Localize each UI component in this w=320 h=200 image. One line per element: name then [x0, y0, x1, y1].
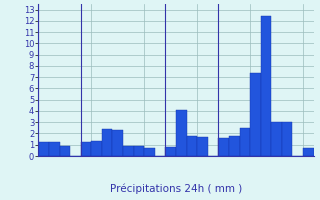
Bar	[239, 128, 250, 156]
Bar	[271, 122, 282, 156]
Bar	[144, 148, 155, 156]
Bar	[123, 146, 134, 156]
Bar	[229, 136, 239, 156]
Bar	[218, 138, 229, 156]
Bar	[282, 122, 292, 156]
Bar	[250, 73, 261, 156]
Bar	[197, 137, 208, 156]
Bar	[38, 142, 49, 156]
Bar	[60, 146, 70, 156]
Bar	[187, 136, 197, 156]
Bar	[49, 142, 60, 156]
Bar	[176, 110, 187, 156]
Bar	[261, 16, 271, 156]
Text: Précipitations 24h ( mm ): Précipitations 24h ( mm )	[110, 183, 242, 194]
Bar	[102, 129, 113, 156]
Bar	[91, 141, 102, 156]
Bar	[113, 130, 123, 156]
Bar	[165, 147, 176, 156]
Bar	[81, 142, 91, 156]
Bar	[134, 146, 144, 156]
Bar	[303, 148, 314, 156]
